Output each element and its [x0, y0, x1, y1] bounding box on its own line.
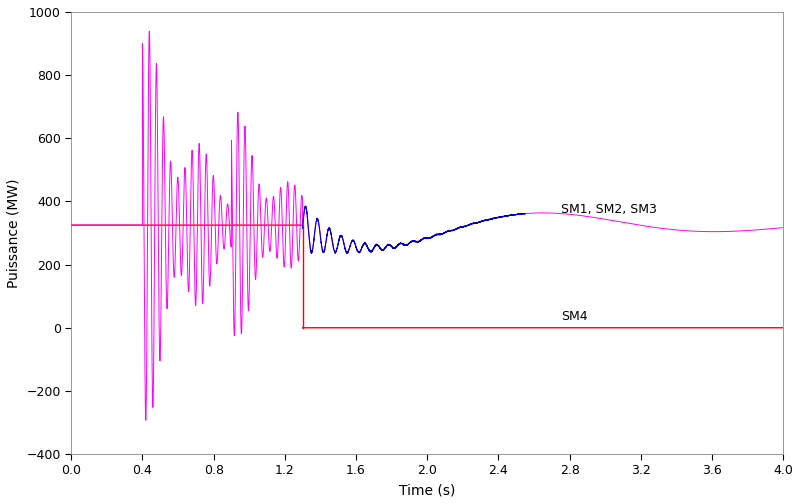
X-axis label: Time (s): Time (s): [399, 483, 455, 497]
Text: SM4: SM4: [561, 310, 587, 323]
Y-axis label: Puissance (MW): Puissance (MW): [7, 178, 21, 288]
Text: SM1, SM2, SM3: SM1, SM2, SM3: [561, 203, 657, 216]
